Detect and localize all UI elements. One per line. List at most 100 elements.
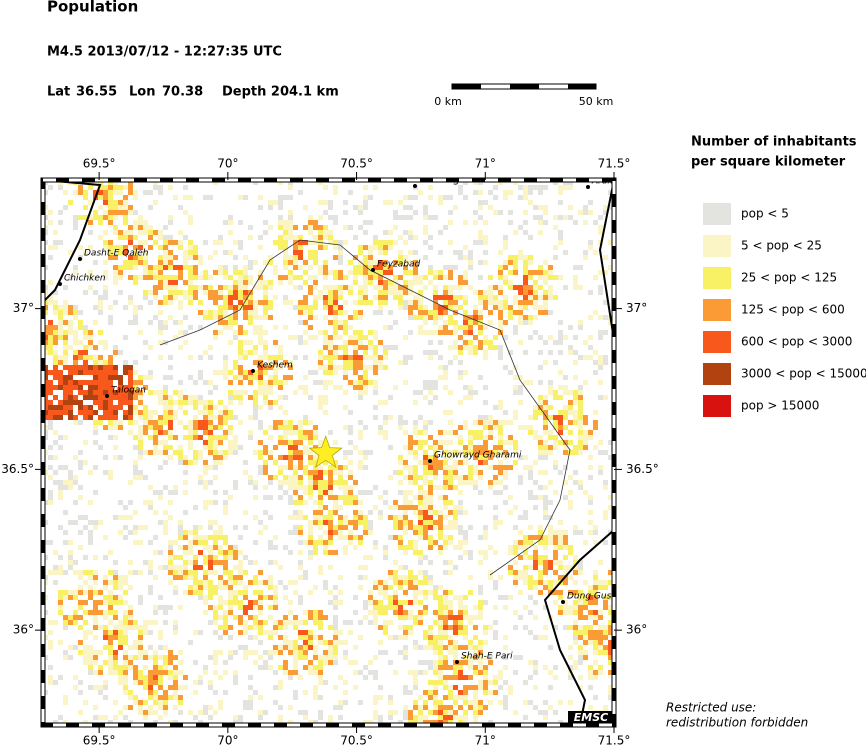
pop-cell (488, 300, 493, 305)
pop-cell (543, 515, 548, 520)
pop-cell (113, 635, 118, 640)
pop-cell (58, 355, 63, 360)
pop-cell (343, 700, 348, 705)
pop-cell (173, 415, 178, 420)
pop-cell (588, 345, 593, 350)
pop-cell (153, 315, 158, 320)
pop-cell (128, 395, 133, 400)
pop-cell (423, 630, 428, 635)
pop-cell (403, 650, 408, 655)
pop-cell (358, 290, 363, 295)
pop-cell (368, 555, 373, 560)
pop-cell (248, 435, 253, 440)
pop-cell (533, 270, 538, 275)
pop-cell (528, 595, 533, 600)
pop-cell (83, 205, 88, 210)
pop-cell (228, 220, 233, 225)
pop-cell (268, 300, 273, 305)
pop-cell (83, 365, 88, 370)
pop-cell (433, 285, 438, 290)
city-label: Taloqan (111, 386, 146, 396)
pop-cell (428, 445, 433, 450)
pop-cell (178, 710, 183, 715)
pop-cell (103, 685, 108, 690)
pop-cell (83, 620, 88, 625)
pop-cell (238, 570, 243, 575)
pop-cell (273, 700, 278, 705)
pop-cell (468, 655, 473, 660)
pop-cell (108, 425, 113, 430)
pop-cell (533, 580, 538, 585)
pop-cell (438, 660, 443, 665)
pop-cell (298, 425, 303, 430)
pop-cell (513, 410, 518, 415)
pop-cell (78, 410, 83, 415)
pop-cell (88, 415, 93, 420)
pop-cell (378, 305, 383, 310)
pop-cell (473, 670, 478, 675)
pop-cell (463, 695, 468, 700)
pop-cell (343, 520, 348, 525)
pop-cell (103, 375, 108, 380)
pop-cell (473, 240, 478, 245)
pop-cell (333, 220, 338, 225)
pop-cell (283, 640, 288, 645)
pop-cell (318, 480, 323, 485)
pop-cell (508, 690, 513, 695)
pop-cell (288, 450, 293, 455)
pop-cell (483, 535, 488, 540)
pop-cell (138, 240, 143, 245)
pop-cell (428, 400, 433, 405)
pop-cell (73, 350, 78, 355)
pop-cell (513, 625, 518, 630)
pop-cell (48, 280, 53, 285)
pop-cell (393, 470, 398, 475)
pop-cell (358, 635, 363, 640)
pop-cell (63, 345, 68, 350)
pop-cell (528, 270, 533, 275)
pop-cell (83, 330, 88, 335)
pop-cell (188, 220, 193, 225)
pop-cell (373, 260, 378, 265)
pop-cell (548, 265, 553, 270)
pop-cell (423, 525, 428, 530)
pop-cell (263, 630, 268, 635)
pop-cell (128, 570, 133, 575)
pop-cell (213, 620, 218, 625)
pop-cell (218, 535, 223, 540)
pop-cell (463, 325, 468, 330)
pop-cell (313, 650, 318, 655)
pop-cell (333, 655, 338, 660)
pop-cell (108, 215, 113, 220)
pop-cell (308, 665, 313, 670)
pop-cell (313, 670, 318, 675)
pop-cell (108, 550, 113, 555)
pop-cell (333, 470, 338, 475)
pop-cell (443, 375, 448, 380)
pop-cell (203, 420, 208, 425)
pop-cell (193, 690, 198, 695)
pop-cell (573, 420, 578, 425)
pop-cell (273, 605, 278, 610)
pop-cell (543, 305, 548, 310)
pop-cell (153, 430, 158, 435)
pop-cell (188, 325, 193, 330)
pop-cell (298, 460, 303, 465)
pop-cell (458, 530, 463, 535)
pop-cell (503, 605, 508, 610)
pop-cell (138, 455, 143, 460)
pop-cell (358, 385, 363, 390)
pop-cell (213, 570, 218, 575)
pop-cell (528, 320, 533, 325)
pop-cell (383, 490, 388, 495)
pop-cell (88, 595, 93, 600)
pop-cell (608, 640, 613, 645)
pop-cell (363, 565, 368, 570)
pop-cell (123, 400, 128, 405)
pop-cell (168, 235, 173, 240)
pop-cell (513, 285, 518, 290)
pop-cell (583, 435, 588, 440)
pop-cell (253, 615, 258, 620)
pop-cell (238, 395, 243, 400)
pop-cell (158, 465, 163, 470)
